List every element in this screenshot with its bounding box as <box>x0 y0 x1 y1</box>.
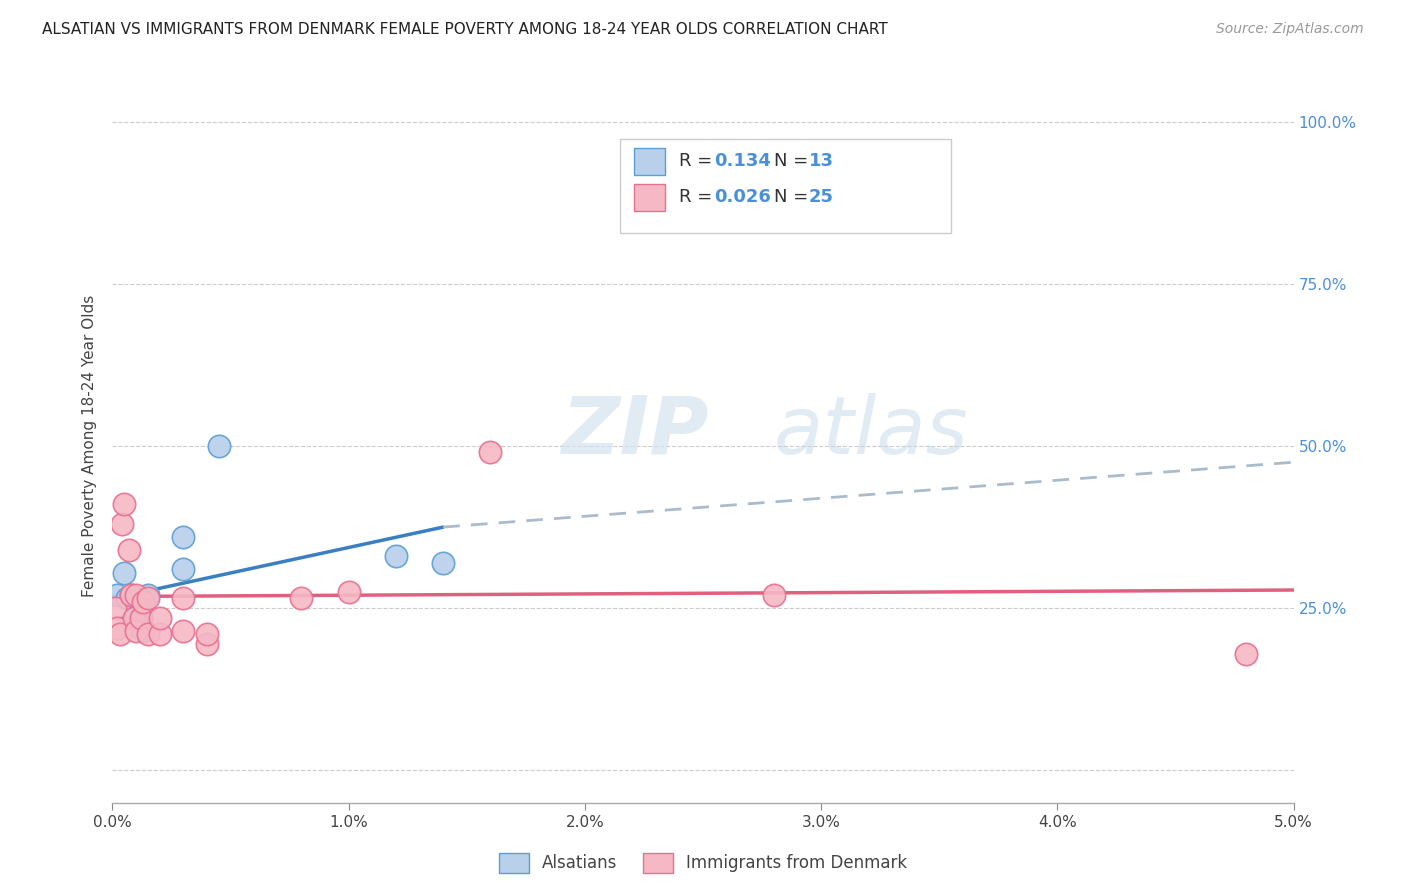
Point <box>125 624 148 638</box>
Point <box>122 611 145 625</box>
Text: atlas: atlas <box>773 392 969 471</box>
Text: ZIP: ZIP <box>561 392 709 471</box>
Text: 25: 25 <box>808 188 834 206</box>
Point <box>172 530 194 544</box>
Point <box>195 637 218 651</box>
Legend: Alsatians, Immigrants from Denmark: Alsatians, Immigrants from Denmark <box>492 847 914 880</box>
Text: R =: R = <box>679 188 718 206</box>
Text: 13: 13 <box>808 153 834 170</box>
Y-axis label: Female Poverty Among 18-24 Year Olds: Female Poverty Among 18-24 Year Olds <box>82 295 97 597</box>
Text: N =: N = <box>773 153 814 170</box>
Point <box>105 621 128 635</box>
Point <box>120 588 142 602</box>
Point <box>129 611 152 625</box>
Point <box>118 542 141 557</box>
Point <box>125 611 148 625</box>
Point <box>208 439 231 453</box>
Point <box>195 627 218 641</box>
Point <box>132 595 155 609</box>
Point <box>172 562 194 576</box>
Point <box>337 585 360 599</box>
Text: 0.026: 0.026 <box>714 188 772 206</box>
Point <box>172 624 194 638</box>
Text: N =: N = <box>773 188 814 206</box>
Text: ALSATIAN VS IMMIGRANTS FROM DENMARK FEMALE POVERTY AMONG 18-24 YEAR OLDS CORRELA: ALSATIAN VS IMMIGRANTS FROM DENMARK FEMA… <box>42 22 889 37</box>
Point <box>136 627 159 641</box>
Point <box>1234 647 1257 661</box>
Point <box>172 591 194 606</box>
Point <box>290 591 312 606</box>
Point <box>136 591 159 606</box>
Point <box>149 627 172 641</box>
Point <box>104 601 127 615</box>
Point <box>132 624 155 638</box>
Text: R =: R = <box>679 153 718 170</box>
Text: 0.134: 0.134 <box>714 153 772 170</box>
Point <box>149 611 172 625</box>
Point <box>136 588 159 602</box>
Point <box>115 591 138 606</box>
Point <box>385 549 408 564</box>
Point <box>479 445 502 459</box>
Point <box>112 566 135 580</box>
Point <box>129 611 152 625</box>
Point <box>111 516 134 531</box>
Point <box>125 588 148 602</box>
Point <box>112 497 135 511</box>
Point <box>432 556 454 570</box>
Text: Source: ZipAtlas.com: Source: ZipAtlas.com <box>1216 22 1364 37</box>
Point <box>762 588 785 602</box>
Point <box>105 588 128 602</box>
Point <box>120 588 142 602</box>
Point <box>108 627 131 641</box>
